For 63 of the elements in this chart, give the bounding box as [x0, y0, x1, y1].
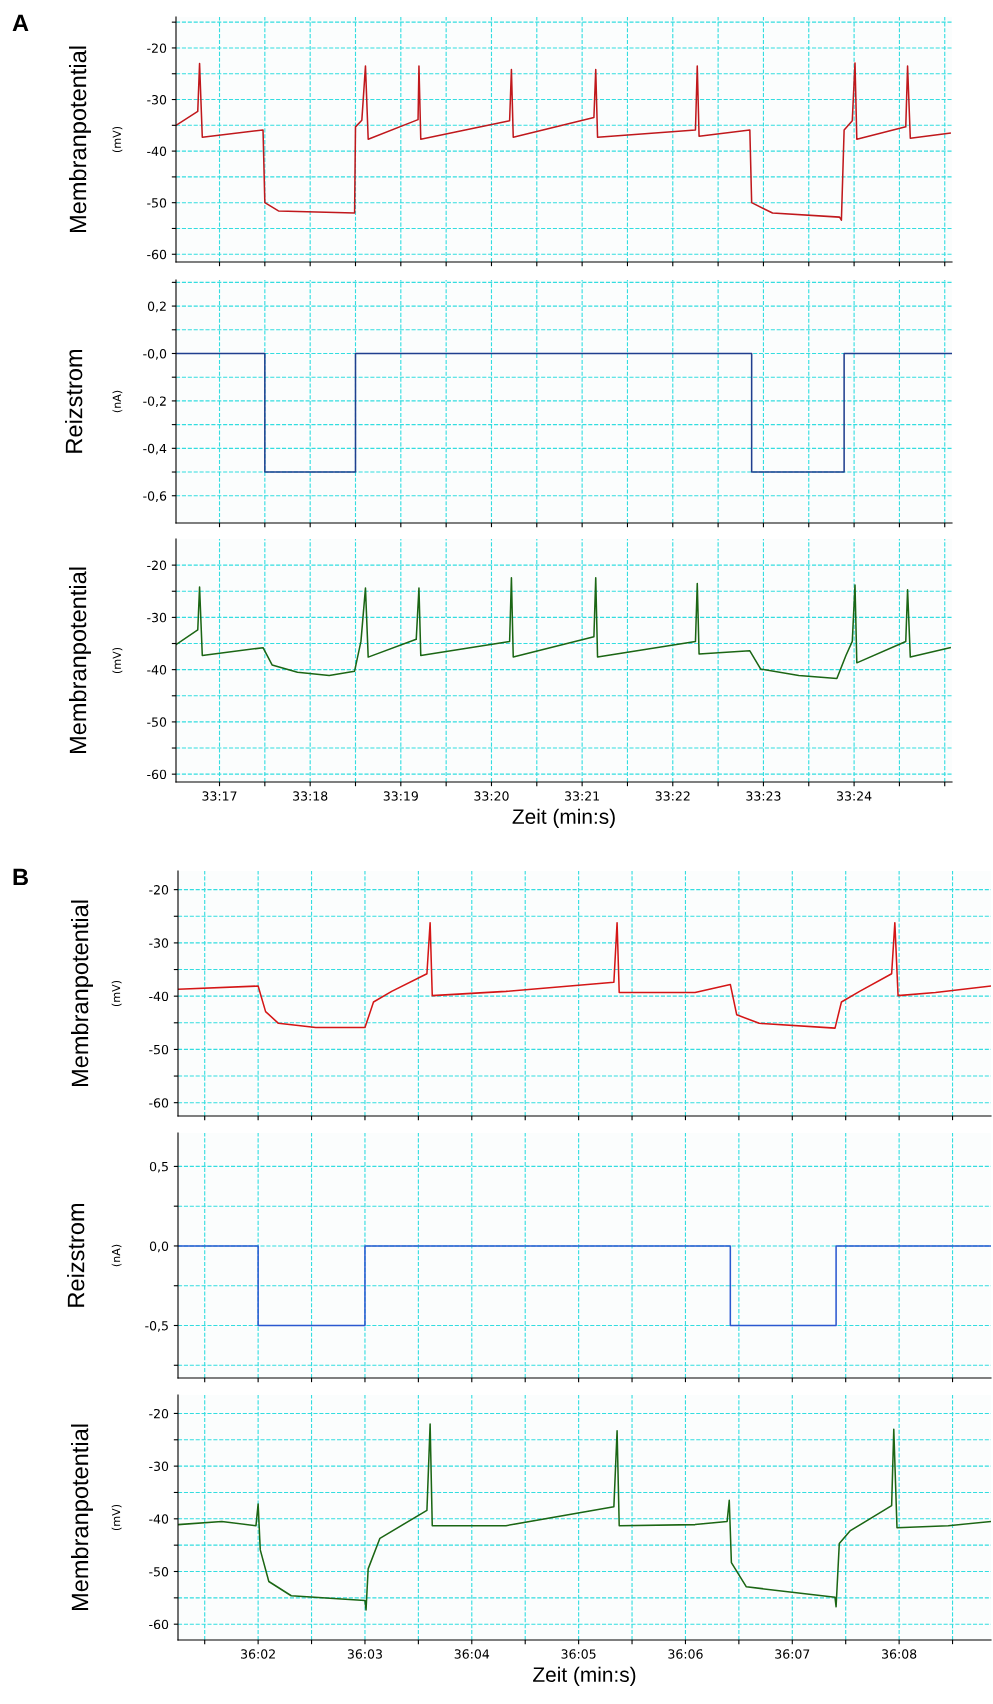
- x-tick-label: 33:24: [837, 791, 872, 801]
- y-tick-label: -0,2: [143, 396, 166, 408]
- y-tick-label: -0,0: [143, 348, 167, 360]
- x-tick-label: 33:18: [293, 791, 328, 801]
- y-tick-label: -50: [149, 1566, 169, 1577]
- y-tick-label: 0,5: [149, 1161, 168, 1173]
- y-tick-label: -30: [147, 612, 167, 623]
- x-tick-label: 36:06: [668, 1649, 703, 1659]
- y-axis-title: Membranpotential: [70, 1424, 93, 1611]
- x-tick-label: 36:03: [347, 1649, 382, 1659]
- x-tick-label: 36:05: [561, 1649, 596, 1659]
- text: (mV): [111, 980, 122, 1007]
- y-tick-label: -30: [149, 1461, 169, 1472]
- y-tick-label: -50: [147, 198, 167, 208]
- x-tick-label: 36:07: [775, 1649, 810, 1659]
- y-tick-label: -0,6: [143, 491, 167, 502]
- line-series: [178, 921, 991, 1029]
- y-axis-title: Membranpotential: [68, 46, 91, 233]
- y-tick-label: -60: [147, 769, 167, 780]
- y-tick-label: -60: [149, 1619, 169, 1630]
- y-tick-label: 0,0: [149, 1241, 169, 1253]
- x-tick-label: 33:19: [383, 791, 418, 801]
- x-tick-label: 33:21: [565, 791, 599, 801]
- y-tick-label: -20: [147, 560, 167, 571]
- y-tick-label: -50: [149, 1044, 169, 1055]
- y-tick-label: -60: [149, 1098, 169, 1108]
- x-tick-label: 33:20: [474, 791, 509, 801]
- x-tick-label: 33:22: [655, 791, 690, 801]
- text: (mV): [112, 647, 123, 674]
- line-series: [178, 1423, 991, 1611]
- y-axis-title: Membranpotential: [68, 567, 91, 754]
- text: (mV): [112, 126, 123, 153]
- y-tick-label: -60: [147, 249, 167, 260]
- y-tick-label: -30: [149, 938, 169, 948]
- y-tick-label: -20: [149, 885, 169, 895]
- text: (nA): [112, 390, 123, 413]
- y-tick-label: -20: [147, 43, 167, 53]
- y-tick-label: -0,4: [143, 443, 167, 455]
- y-tick-label: -50: [147, 717, 167, 727]
- x-axis-title: Zeit (min:s): [533, 1666, 636, 1687]
- y-tick-label: -40: [149, 991, 169, 1002]
- x-axis-title: Zeit (min:s): [512, 808, 615, 829]
- text: (mV): [111, 1504, 122, 1531]
- y-axis-title: Reizstrom: [67, 1203, 85, 1307]
- y-tick-label: -40: [149, 1514, 169, 1524]
- x-tick-label: 36:04: [454, 1649, 490, 1659]
- y-axis-title: Reizstrom: [65, 349, 83, 453]
- line-series: [176, 62, 951, 221]
- x-tick-label: 33:23: [746, 791, 781, 801]
- line-series: [176, 576, 951, 680]
- y-tick-label: -40: [147, 146, 167, 157]
- y-tick-label: 0,2: [147, 301, 166, 313]
- y-tick-label: -30: [147, 95, 167, 105]
- y-axis-title: Membranpotential: [70, 900, 93, 1087]
- text: A: [12, 14, 29, 32]
- text: (nA): [111, 1244, 122, 1267]
- text: B: [13, 868, 28, 886]
- y-tick-label: -40: [147, 665, 167, 675]
- y-tick-label: -0,5: [145, 1320, 168, 1332]
- x-tick-label: 36:02: [241, 1649, 275, 1659]
- x-tick-label: 33:17: [202, 791, 237, 801]
- x-tick-label: 36:08: [882, 1649, 917, 1659]
- y-tick-label: -20: [149, 1408, 169, 1419]
